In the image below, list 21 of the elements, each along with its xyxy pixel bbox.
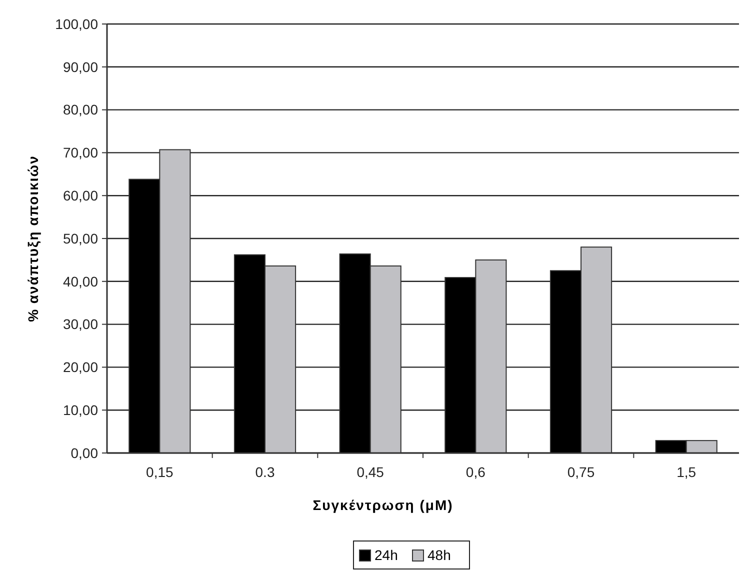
x-tick-label: 0,6	[466, 464, 486, 480]
y-tick-label: 40,00	[62, 273, 98, 290]
y-axis-title: % ανάπτυξη αποικιών	[25, 155, 41, 322]
y-tick-label: 50,00	[62, 230, 98, 246]
y-tick-label: 0,00	[70, 444, 98, 461]
x-tick-label: 0,15	[146, 464, 174, 480]
y-tick-label: 60,00	[62, 188, 98, 204]
y-tick-label: 100,00	[55, 16, 98, 32]
y-tick-label: 90,00	[62, 58, 98, 75]
x-tick-label: 0,75	[567, 464, 595, 480]
legend-label: 24h	[374, 547, 398, 563]
x-axis-title: Συγκέντρωση (μM)	[312, 497, 454, 513]
y-tick-label: 10,00	[62, 402, 98, 418]
y-tick-label: 70,00	[62, 144, 98, 161]
x-tick-label: 1,5	[676, 464, 696, 480]
x-tick-label: 0.3	[255, 464, 275, 480]
legend-label: 48h	[428, 547, 451, 563]
y-tick-label: 30,00	[62, 316, 98, 332]
y-tick-label: 80,00	[62, 102, 98, 118]
x-tick-label: 0,45	[356, 464, 384, 480]
y-tick-label: 20,00	[62, 359, 98, 376]
